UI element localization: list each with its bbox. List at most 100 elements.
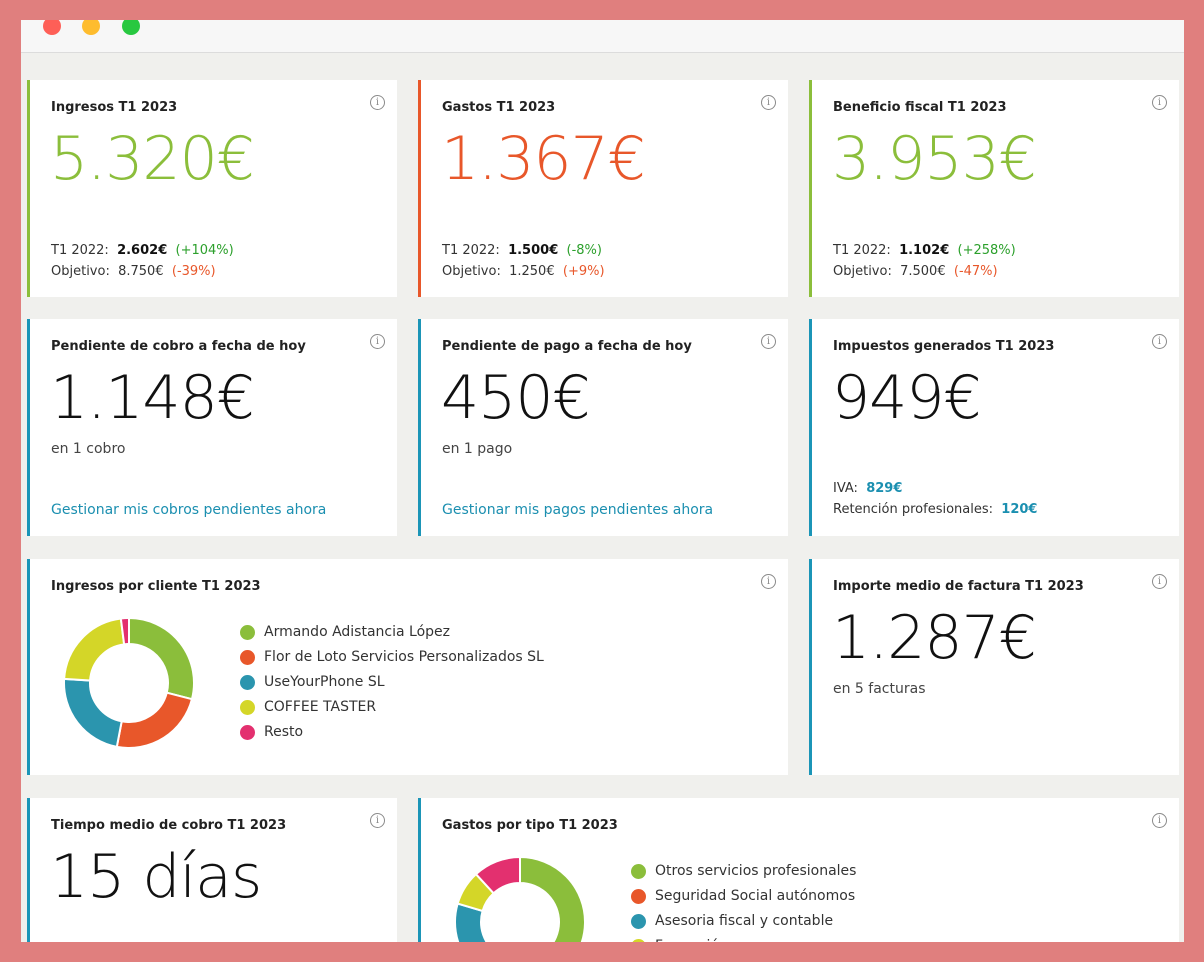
comparison-value: 1.500€: [508, 243, 559, 258]
kpi-value: 15 días: [50, 842, 262, 912]
objective-change: (-47%): [953, 264, 998, 279]
comparison-label: T1 2022:: [833, 243, 891, 258]
income-by-client-donut: [63, 617, 195, 749]
objective-comparison: Objetivo: 8.750€ (-39%): [51, 264, 216, 279]
retention-label: Retención profesionales:: [833, 502, 994, 517]
retention-value: 120€: [1001, 502, 1038, 517]
card-title: Pendiente de cobro a fecha de hoy: [51, 339, 306, 354]
card-pendiente-pago: Pendiente de pago a fecha de hoy i 450€ …: [418, 319, 788, 536]
legend-item-otros-servicios-profesionales: Otros servicios profesionales: [631, 861, 856, 886]
app-window: Ingresos T1 2023 i 5.320€ T1 2022: 2.602…: [21, 20, 1184, 942]
legend-swatch: [240, 700, 255, 715]
legend-swatch: [631, 864, 646, 879]
objective-comparison: Objetivo: 1.250€ (+9%): [442, 264, 605, 279]
legend-label: UseYourPhone SL: [264, 674, 385, 690]
card-beneficio: Beneficio fiscal T1 2023 i 3.953€ T1 202…: [809, 80, 1179, 297]
legend-item-resto: Resto: [240, 722, 544, 747]
card-impuestos: Impuestos generados T1 2023 i 949€ IVA: …: [809, 319, 1179, 536]
iva-line: IVA: 829€: [833, 481, 902, 496]
legend-label: Flor de Loto Servicios Personalizados SL: [264, 649, 544, 665]
manage-pending-collections-link[interactable]: Gestionar mis cobros pendientes ahora: [51, 502, 327, 518]
info-icon[interactable]: i: [370, 813, 385, 828]
kpi-value: 1.148€: [50, 363, 255, 433]
info-icon[interactable]: i: [761, 334, 776, 349]
card-title: Pendiente de pago a fecha de hoy: [442, 339, 692, 354]
retention-line: Retención profesionales: 120€: [833, 502, 1037, 517]
legend-label: Armando Adistancia López: [264, 624, 451, 640]
card-gastos: Gastos T1 2023 i 1.367€ T1 2022: 1.500€ …: [418, 80, 788, 297]
comparison-change: (+258%): [957, 243, 1016, 258]
legend-label: Resto: [264, 724, 304, 740]
legend-swatch: [240, 675, 255, 690]
info-icon[interactable]: i: [1152, 574, 1167, 589]
legend-label: COFFEE TASTER: [264, 699, 377, 715]
income-by-client-legend: Armando Adistancia López Flor de Loto Ser…: [240, 622, 544, 747]
info-icon[interactable]: i: [1152, 334, 1167, 349]
card-gastos-por-tipo: Gastos por tipo T1 2023 i Otros servicio…: [418, 798, 1179, 942]
minimize-window-button[interactable]: [82, 20, 100, 35]
card-title: Tiempo medio de cobro T1 2023: [51, 818, 287, 833]
card-title: Gastos por tipo T1 2023: [442, 818, 618, 833]
card-tiempo-medio-cobro: Tiempo medio de cobro T1 2023 i 15 días: [27, 798, 397, 942]
legend-item-seguridad-social-autonomos: Seguridad Social autónomos: [631, 886, 856, 911]
donut-slice-resto: [474, 856, 521, 895]
card-pendiente-cobro: Pendiente de cobro a fecha de hoy i 1.14…: [27, 319, 397, 536]
info-icon[interactable]: i: [1152, 95, 1167, 110]
donut-slice-armando-adistancia-lopez: [128, 617, 195, 701]
expenses-by-type-legend: Otros servicios profesionales Seguridad S…: [631, 861, 856, 942]
comparison-value: 2.602€: [117, 243, 168, 258]
legend-label: Formación: [655, 938, 728, 942]
legend-swatch: [631, 889, 646, 904]
objective-label: Objetivo:: [51, 264, 110, 279]
kpi-value: 1.287€: [832, 603, 1037, 673]
manage-pending-payments-link[interactable]: Gestionar mis pagos pendientes ahora: [442, 502, 714, 518]
info-icon[interactable]: i: [1152, 813, 1167, 828]
iva-label: IVA:: [833, 481, 858, 496]
legend-label: Seguridad Social autónomos: [655, 888, 856, 904]
legend-label: Asesoria fiscal y contable: [655, 913, 834, 929]
donut-slice-useyourphone-sl: [63, 677, 123, 749]
card-importe-medio: Importe medio de factura T1 2023 i 1.287…: [809, 559, 1179, 775]
legend-swatch: [240, 650, 255, 665]
objective-comparison: Objetivo: 7.500€ (-47%): [833, 264, 998, 279]
card-ingresos-por-cliente: Ingresos por cliente T1 2023 i Armando A…: [27, 559, 788, 775]
expenses-by-type-donut: [454, 856, 586, 942]
objective-value: 7.500€: [900, 264, 946, 279]
donut-slice-coffee-taster: [63, 617, 126, 682]
info-icon[interactable]: i: [370, 95, 385, 110]
previous-year-comparison: T1 2022: 1.500€ (-8%): [442, 243, 602, 258]
card-title: Beneficio fiscal T1 2023: [833, 100, 1007, 115]
legend-item-formacion: Formación: [631, 936, 856, 942]
legend-swatch: [240, 625, 255, 640]
comparison-change: (+104%): [175, 243, 234, 258]
donut-slice-otros-servicios-profesionales: [519, 856, 586, 942]
card-title: Importe medio de factura T1 2023: [833, 579, 1084, 594]
comparison-label: T1 2022:: [51, 243, 109, 258]
info-icon[interactable]: i: [761, 574, 776, 589]
legend-item-useyourphone-sl: UseYourPhone SL: [240, 672, 544, 697]
legend-swatch: [240, 725, 255, 740]
card-title: Ingresos T1 2023: [51, 100, 178, 115]
objective-label: Objetivo:: [442, 264, 501, 279]
legend-item-asesoria-fiscal-y-contable: Asesoria fiscal y contable: [631, 911, 856, 936]
comparison-change: (-8%): [566, 243, 602, 258]
donut-slice-flor-de-loto-servicios-personalizados-sl: [115, 691, 194, 749]
legend-label: Otros servicios profesionales: [655, 863, 857, 879]
previous-year-comparison: T1 2022: 2.602€ (+104%): [51, 243, 234, 258]
objective-change: (-39%): [171, 264, 216, 279]
kpi-value: 5.320€: [50, 124, 255, 194]
info-icon[interactable]: i: [370, 334, 385, 349]
legend-item-flor-de-loto-servicios-personalizados-sl: Flor de Loto Servicios Personalizados SL: [240, 647, 544, 672]
kpi-value: 3.953€: [832, 124, 1037, 194]
info-icon[interactable]: i: [761, 95, 776, 110]
donut-slice-resto: [119, 617, 130, 646]
comparison-label: T1 2022:: [442, 243, 500, 258]
legend-swatch: [631, 914, 646, 929]
legend-swatch: [631, 939, 646, 942]
comparison-value: 1.102€: [899, 243, 950, 258]
kpi-subtitle: en 1 cobro: [51, 441, 126, 457]
close-window-button[interactable]: [43, 20, 61, 35]
objective-label: Objetivo:: [833, 264, 892, 279]
maximize-window-button[interactable]: [122, 20, 140, 35]
objective-value: 1.250€: [509, 264, 555, 279]
